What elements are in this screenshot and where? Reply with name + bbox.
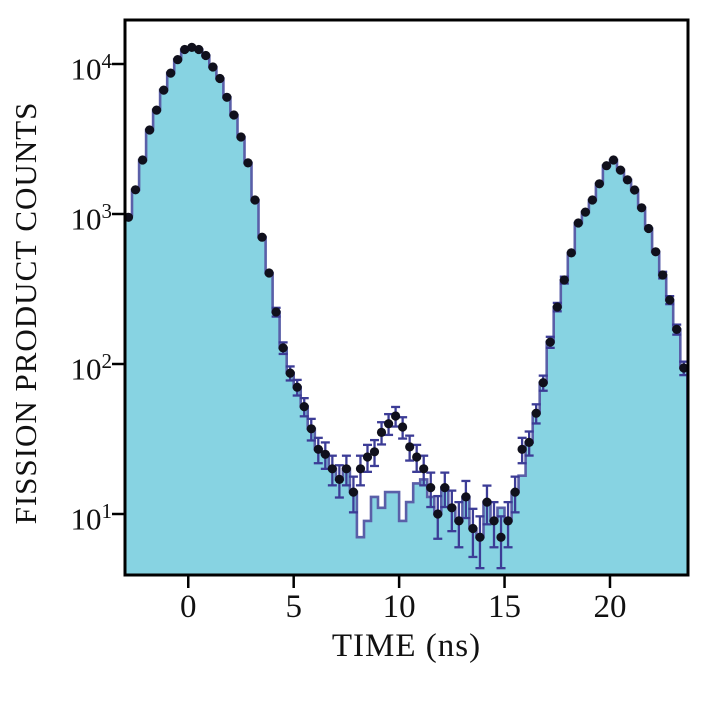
plot-border <box>123 18 690 577</box>
y-tick-label: 104 <box>70 49 113 87</box>
data-point <box>440 483 450 493</box>
data-point <box>250 195 260 205</box>
data-point <box>313 444 323 454</box>
data-point <box>496 532 506 542</box>
data-point <box>433 509 443 519</box>
data-point <box>306 424 316 434</box>
data-point <box>608 155 619 165</box>
data-point <box>391 411 401 421</box>
data-point <box>327 464 337 474</box>
data-point <box>559 275 569 285</box>
data-point <box>468 523 478 534</box>
data-point <box>278 343 288 353</box>
data-point <box>138 155 148 165</box>
data-point <box>594 179 605 189</box>
data-point <box>672 324 682 334</box>
data-point <box>222 92 232 102</box>
data-point <box>398 422 408 432</box>
data-point <box>299 402 309 412</box>
y-tick-label: 102 <box>70 349 113 387</box>
data-point <box>419 464 429 474</box>
data-point <box>166 68 176 78</box>
data-point <box>461 492 471 502</box>
data-point <box>145 125 155 135</box>
data-point <box>658 270 668 280</box>
data-point <box>173 55 183 65</box>
data-point <box>264 268 274 278</box>
data-point <box>447 503 457 513</box>
data-point <box>208 62 218 72</box>
data-point <box>566 248 576 258</box>
data-point <box>412 452 422 462</box>
data-point <box>271 307 281 317</box>
tick-marks <box>112 62 612 588</box>
data-point <box>651 247 661 257</box>
data-point <box>341 464 351 474</box>
data-point <box>215 73 225 84</box>
data-point <box>355 464 366 474</box>
x-tick-label: 20 <box>593 589 627 625</box>
data-point <box>362 452 373 462</box>
data-point <box>622 175 633 185</box>
data-point <box>573 218 583 228</box>
data-point <box>545 337 555 347</box>
data-point <box>376 427 387 437</box>
data-point <box>180 44 190 55</box>
x-tick-label: 0 <box>180 589 197 625</box>
data-point <box>538 378 548 388</box>
data-point <box>482 497 492 507</box>
data-point <box>426 483 436 493</box>
data-point <box>475 532 485 542</box>
data-point <box>187 42 197 53</box>
histogram-area <box>123 46 690 577</box>
data-point <box>243 158 253 168</box>
data-point <box>665 295 675 305</box>
data-point <box>644 223 654 234</box>
data-point <box>405 442 415 452</box>
data-point <box>454 516 464 526</box>
data-point <box>257 232 267 242</box>
data-point <box>510 487 520 497</box>
data-point <box>320 449 330 459</box>
data-point <box>517 444 527 454</box>
y-tick-label: 103 <box>70 199 113 237</box>
data-point <box>552 302 562 312</box>
y-tick-label: 101 <box>70 499 113 537</box>
data-point <box>348 487 358 497</box>
data-point <box>679 363 689 373</box>
data-point <box>489 516 499 526</box>
data-point <box>285 368 295 378</box>
x-axis-title: TIME (ns) <box>331 628 482 664</box>
data-point <box>152 105 162 115</box>
x-tick-label: 10 <box>382 589 416 625</box>
data-point <box>580 207 591 217</box>
data-point <box>369 447 380 457</box>
data-point <box>531 408 541 418</box>
data-point <box>194 44 204 55</box>
data-point <box>159 85 169 95</box>
data-point <box>384 419 394 429</box>
data-point <box>130 185 141 195</box>
data-point <box>601 161 612 171</box>
data-point <box>587 195 598 205</box>
data-point <box>615 165 626 175</box>
data-point <box>236 132 246 142</box>
data-point <box>229 110 239 120</box>
data-point <box>201 50 211 61</box>
data-point <box>334 474 344 484</box>
data-point <box>503 516 513 526</box>
x-tick-label: 15 <box>488 589 522 625</box>
x-tick-label: 5 <box>285 589 302 625</box>
data-point <box>292 382 302 392</box>
data-point <box>524 437 534 447</box>
data-point <box>637 203 647 213</box>
data-point <box>630 185 640 195</box>
